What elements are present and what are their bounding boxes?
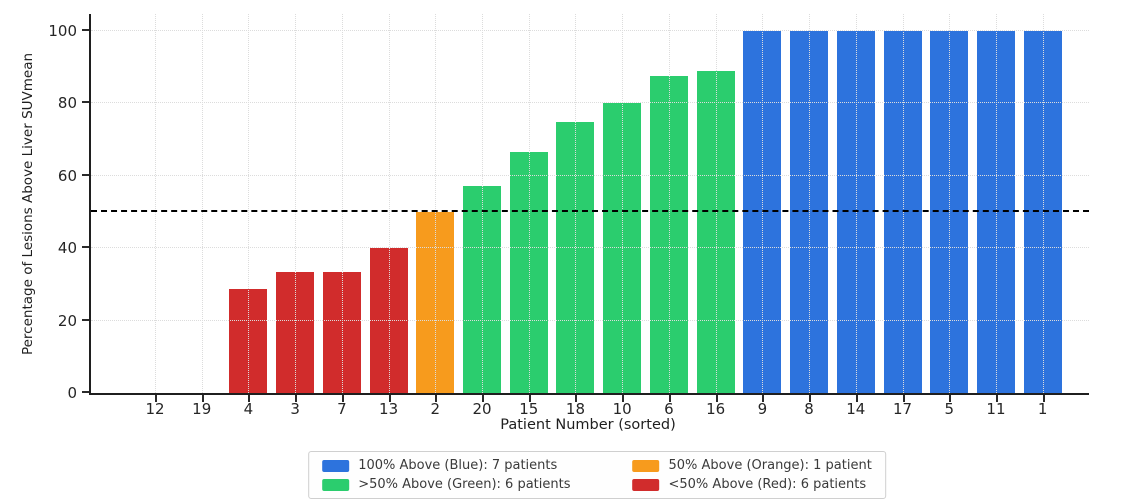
y-tick-label: 40: [57, 239, 77, 258]
x-tick-label-10: 10: [612, 400, 632, 418]
x-tick-mark: [248, 395, 251, 402]
x-gridline: [995, 14, 997, 393]
y-tick-mark: [82, 173, 89, 176]
x-tick-label-9: 9: [757, 400, 768, 418]
legend-item-green: >50% Above (Green): 6 patients: [322, 477, 571, 492]
x-tick-mark: [715, 395, 718, 402]
x-tick-label-4: 4: [243, 400, 254, 418]
x-tick-label-12: 12: [145, 400, 165, 418]
legend: 100% Above (Blue): 7 patients >50% Above …: [308, 451, 886, 499]
y-gridline: [91, 174, 1089, 176]
x-tick-label-20: 20: [472, 400, 492, 418]
y-tick-label: 0: [67, 384, 77, 402]
x-gridline: [715, 14, 717, 393]
x-gridline: [855, 14, 857, 393]
y-tick-mark: [82, 391, 89, 393]
x-tick-label-17: 17: [892, 400, 913, 418]
x-tick-mark: [528, 395, 531, 402]
x-gridline: [482, 14, 484, 393]
x-tick-label-15: 15: [519, 400, 539, 418]
x-tick-mark: [809, 395, 812, 402]
x-tick-label-16: 16: [706, 400, 726, 418]
y-tick-label: 60: [57, 166, 77, 185]
x-tick-mark: [341, 395, 344, 402]
x-gridline: [155, 14, 156, 393]
legend-label: <50% Above (Red): 6 patients: [668, 477, 867, 492]
x-tick-label-11: 11: [986, 400, 1006, 418]
x-gridline: [575, 14, 577, 393]
x-gridline: [248, 14, 250, 393]
x-tick-label-18: 18: [565, 400, 586, 418]
x-tick-label-13: 13: [379, 400, 399, 418]
legend-item-blue: 100% Above (Blue): 7 patients: [322, 458, 570, 473]
x-tick-label-7: 7: [337, 400, 347, 418]
legend-label: >50% Above (Green): 6 patients: [358, 477, 571, 492]
legend-swatch-blue: [322, 459, 350, 472]
x-gridline: [201, 14, 203, 393]
y-gridline: [91, 102, 1089, 104]
x-tick-mark: [855, 395, 858, 402]
x-gridline: [388, 14, 390, 393]
x-tick-mark: [388, 395, 391, 402]
y-tick-label: 80: [57, 94, 77, 113]
x-gridline: [435, 14, 437, 393]
x-tick-label-1: 1: [1037, 400, 1048, 418]
x-tick-mark: [668, 395, 671, 402]
x-tick-label-5: 5: [944, 400, 955, 418]
x-gridline: [762, 14, 764, 393]
x-tick-label-2: 2: [430, 400, 441, 418]
legend-swatch-green: [322, 478, 350, 491]
x-tick-mark: [575, 395, 578, 402]
x-tick-mark: [622, 395, 625, 402]
legend-label: 50% Above (Orange): 1 patient: [668, 458, 872, 473]
x-tick-label-3: 3: [290, 400, 300, 418]
x-tick-mark: [482, 395, 485, 402]
x-tick-mark: [1042, 395, 1045, 402]
x-tick-mark: [435, 395, 438, 402]
x-gridline: [949, 14, 951, 393]
x-axis-title: Patient Number (sorted): [500, 417, 676, 433]
legend-swatch-red: [632, 478, 660, 491]
x-gridline: [295, 14, 297, 393]
x-gridline: [902, 14, 904, 393]
x-tick-label-14: 14: [846, 400, 866, 418]
plot-area: 0 20 40 60 80 100 12 19 4 3 7 13 2 20 15 18 10 6 16 9 8 14 17 5…: [48, 14, 1089, 418]
legend-label: 100% Above (Blue): 7 patients: [358, 458, 558, 473]
x-tick-label-6: 6: [664, 400, 674, 418]
y-gridline: [91, 247, 1089, 249]
x-tick-label-8: 8: [804, 400, 814, 418]
x-gridline: [1042, 14, 1044, 393]
y-gridline: [91, 30, 1089, 31]
y-tick-mark: [82, 246, 89, 249]
y-tick-mark: [82, 318, 89, 321]
legend-item-orange: 50% Above (Orange): 1 patient: [632, 458, 872, 473]
x-tick-mark: [995, 395, 998, 402]
x-gridline: [528, 14, 530, 393]
y-tick-label: 100: [48, 22, 77, 40]
y-tick-mark: [82, 29, 89, 31]
x-tick-mark: [201, 395, 204, 402]
x-tick-mark: [155, 395, 157, 402]
x-gridline: [341, 14, 343, 393]
y-tick-label: 20: [57, 311, 77, 330]
y-gridline: [91, 319, 1089, 321]
x-tick-mark: [902, 395, 905, 402]
x-gridline: [809, 14, 811, 393]
x-tick-mark: [762, 395, 765, 402]
x-gridline: [668, 14, 670, 393]
y-tick-mark: [82, 101, 89, 104]
legend-swatch-orange: [632, 459, 660, 472]
legend-item-red: <50% Above (Red): 6 patients: [632, 477, 872, 492]
reference-line-50pct: [91, 210, 1089, 212]
x-tick-mark: [295, 395, 298, 402]
x-tick-mark: [949, 395, 952, 402]
x-gridline: [622, 14, 624, 393]
x-tick-label-19: 19: [192, 400, 212, 418]
